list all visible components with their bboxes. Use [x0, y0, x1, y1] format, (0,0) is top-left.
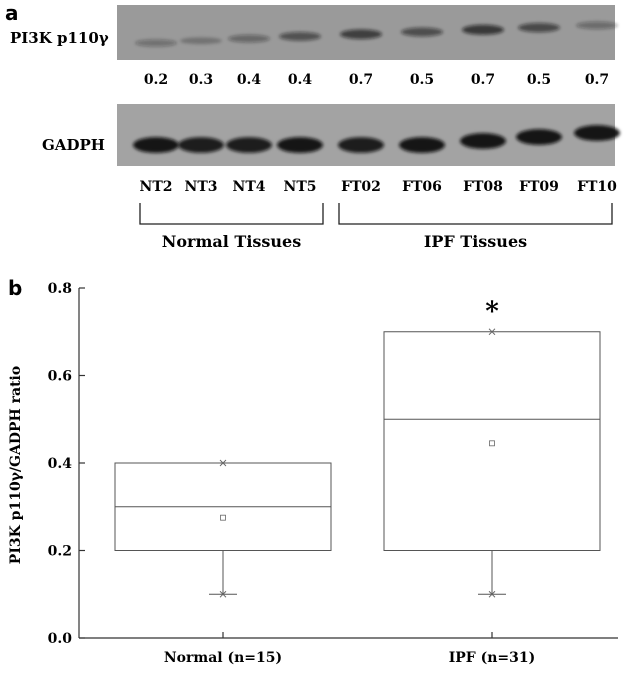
target-band: [279, 32, 321, 41]
extreme-marker: [488, 590, 496, 598]
group-label: Normal Tissues: [162, 232, 302, 251]
lane-label: NT4: [233, 179, 266, 195]
y-tick-label: 0.6: [48, 369, 72, 385]
band-ratio: 0.4: [237, 72, 262, 88]
target-band: [228, 34, 270, 43]
target-protein-label: PI3K p110γ: [10, 29, 109, 47]
y-tick-label: 0.4: [48, 456, 73, 472]
band-ratio: 0.5: [410, 72, 434, 88]
target-band: [340, 29, 382, 40]
group-label: IPF Tissues: [424, 232, 527, 251]
x-category-label: Normal (n=15): [164, 650, 282, 666]
lane-labels: NT2 NT3 NT4 NT5 FT02 FT06 FT08 FT09 FT10: [140, 179, 618, 195]
extreme-marker: [488, 328, 496, 336]
band-ratio: 0.4: [288, 72, 313, 88]
x-ticks: Normal (n=15) IPF (n=31): [164, 632, 535, 666]
y-ticks: 0.0 0.2 0.4 0.6 0.8: [48, 281, 85, 647]
ratio-row: 0.2 0.3 0.4 0.4 0.7 0.5 0.7 0.5 0.7: [144, 72, 609, 88]
target-band: [462, 24, 504, 35]
y-tick-label: 0.0: [48, 631, 73, 647]
group-bracket: [139, 203, 324, 225]
loading-band: [516, 129, 562, 145]
y-tick-label: 0.2: [48, 544, 72, 560]
extreme-marker: [219, 590, 227, 598]
lane-label: FT06: [402, 179, 442, 195]
panel-b-letter: b: [8, 276, 22, 300]
loading-band: [399, 137, 445, 153]
band-ratio: 0.7: [585, 72, 609, 88]
lane-label: NT2: [140, 179, 173, 195]
target-band: [180, 37, 222, 45]
loading-band: [460, 133, 506, 149]
loading-control-label: GADPH: [42, 136, 105, 154]
loading-band: [178, 137, 224, 153]
loading-band: [133, 137, 179, 153]
band-ratio: 0.2: [144, 72, 168, 88]
band-ratio: 0.5: [527, 72, 551, 88]
loading-band: [277, 137, 323, 153]
target-band: [518, 22, 560, 33]
target-band: [135, 39, 177, 47]
loading-band: [338, 137, 384, 153]
band-ratio: 0.7: [471, 72, 495, 88]
band-ratio: 0.7: [349, 72, 373, 88]
group-bracket: [338, 203, 613, 225]
loading-band: [574, 125, 620, 141]
significance-asterisk: *: [485, 297, 499, 327]
target-band: [576, 21, 618, 30]
x-category-label: IPF (n=31): [449, 650, 536, 666]
extreme-marker: [219, 459, 227, 467]
lane-label: FT02: [341, 179, 381, 195]
lane-label: FT10: [577, 179, 617, 195]
lane-label: NT5: [284, 179, 317, 195]
target-bands: [135, 21, 618, 47]
band-ratio: 0.3: [189, 72, 213, 88]
y-tick-label: 0.8: [48, 281, 72, 297]
lane-label: FT08: [463, 179, 503, 195]
lane-label: FT09: [519, 179, 559, 195]
target-band: [401, 27, 443, 37]
box-series: [383, 328, 601, 598]
mean-marker: [220, 514, 226, 521]
plot-area: 0.00.20.40.60.8 Normal (n=15) IPF (n=31) …: [48, 281, 618, 666]
boxes: *: [114, 297, 601, 598]
loading-band: [226, 137, 272, 153]
group-brackets: Normal Tissues IPF Tissues: [139, 203, 613, 251]
y-axis-label: PI3K p110γ/GADPH ratio: [8, 366, 24, 564]
lane-label: NT3: [185, 179, 218, 195]
mean-marker: [489, 440, 495, 447]
loading-bands: [133, 125, 620, 153]
panel-a-letter: a: [5, 1, 19, 25]
box-series: [114, 459, 332, 598]
